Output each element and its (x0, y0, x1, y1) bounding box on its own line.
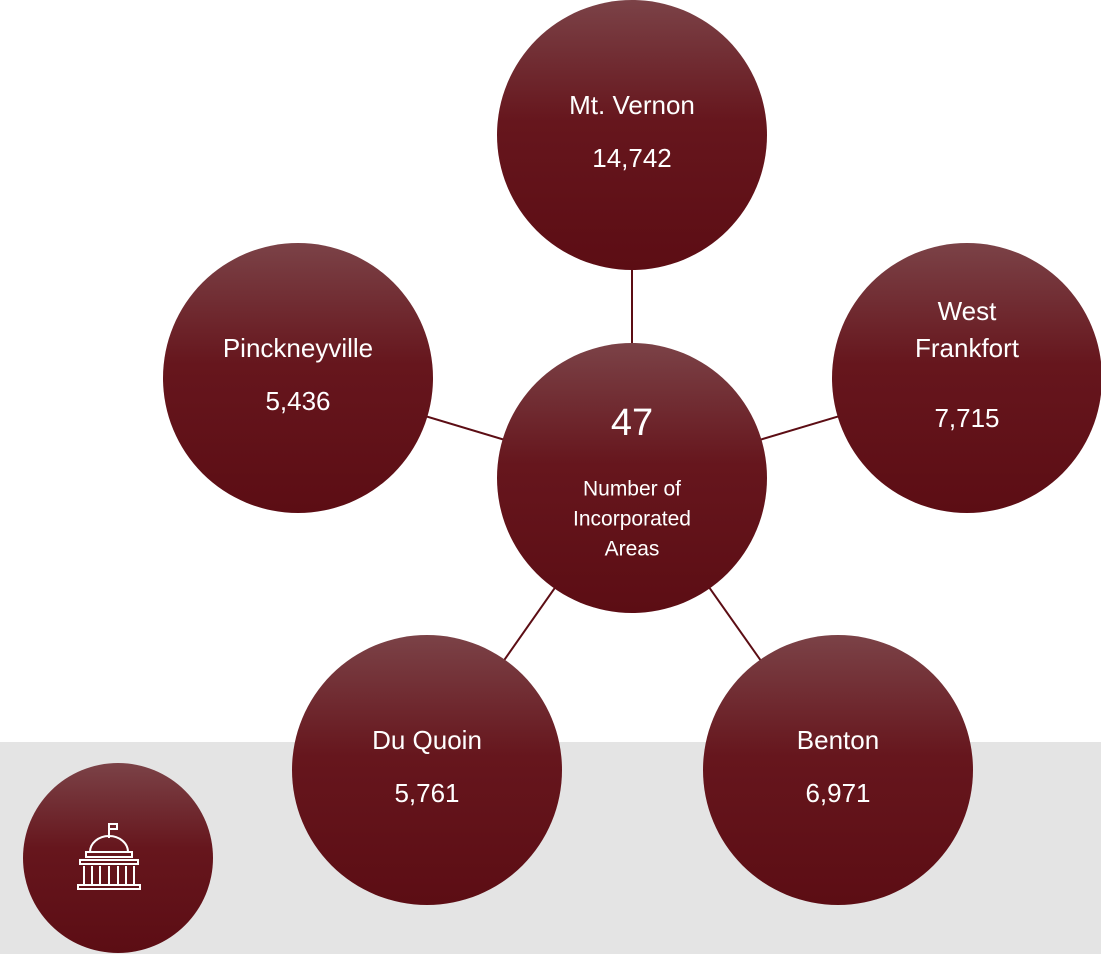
node-circle (497, 343, 767, 613)
circles: 47 Number of Incorporated Areas Mt. Vernon 14… (163, 0, 1101, 905)
node-value: 5,436 (265, 386, 330, 416)
node-label: West (938, 296, 998, 326)
node-label: Pinckneyville (223, 333, 373, 363)
center-label: Incorporated (573, 508, 691, 531)
node-label: Du Quoin (372, 725, 482, 755)
center-label: Areas (605, 538, 660, 561)
node-circle (163, 243, 433, 513)
center-label: Number of (583, 478, 681, 501)
capitol-icon (77, 823, 141, 890)
icon-badge (23, 763, 213, 953)
node: Benton 6,971 (703, 635, 973, 905)
node-label: Mt. Vernon (569, 90, 695, 120)
node-circle (497, 0, 767, 270)
node: Du Quoin 5,761 (292, 635, 562, 905)
node-circle (703, 635, 973, 905)
node-circle (292, 635, 562, 905)
node-label: Frankfort (915, 333, 1020, 363)
node: Mt. Vernon 14,742 (497, 0, 767, 270)
node-value: 6,971 (805, 778, 870, 808)
node-circle (832, 243, 1101, 513)
center-node: 47 Number of Incorporated Areas (497, 343, 767, 613)
node-label: Benton (797, 725, 879, 755)
node: Pinckneyville 5,436 (163, 243, 433, 513)
node-value: 14,742 (592, 143, 672, 173)
node-value: 7,715 (934, 403, 999, 433)
center-value: 47 (611, 402, 653, 444)
node-value: 5,761 (394, 778, 459, 808)
node: West Frankfort 7,715 (832, 243, 1101, 513)
